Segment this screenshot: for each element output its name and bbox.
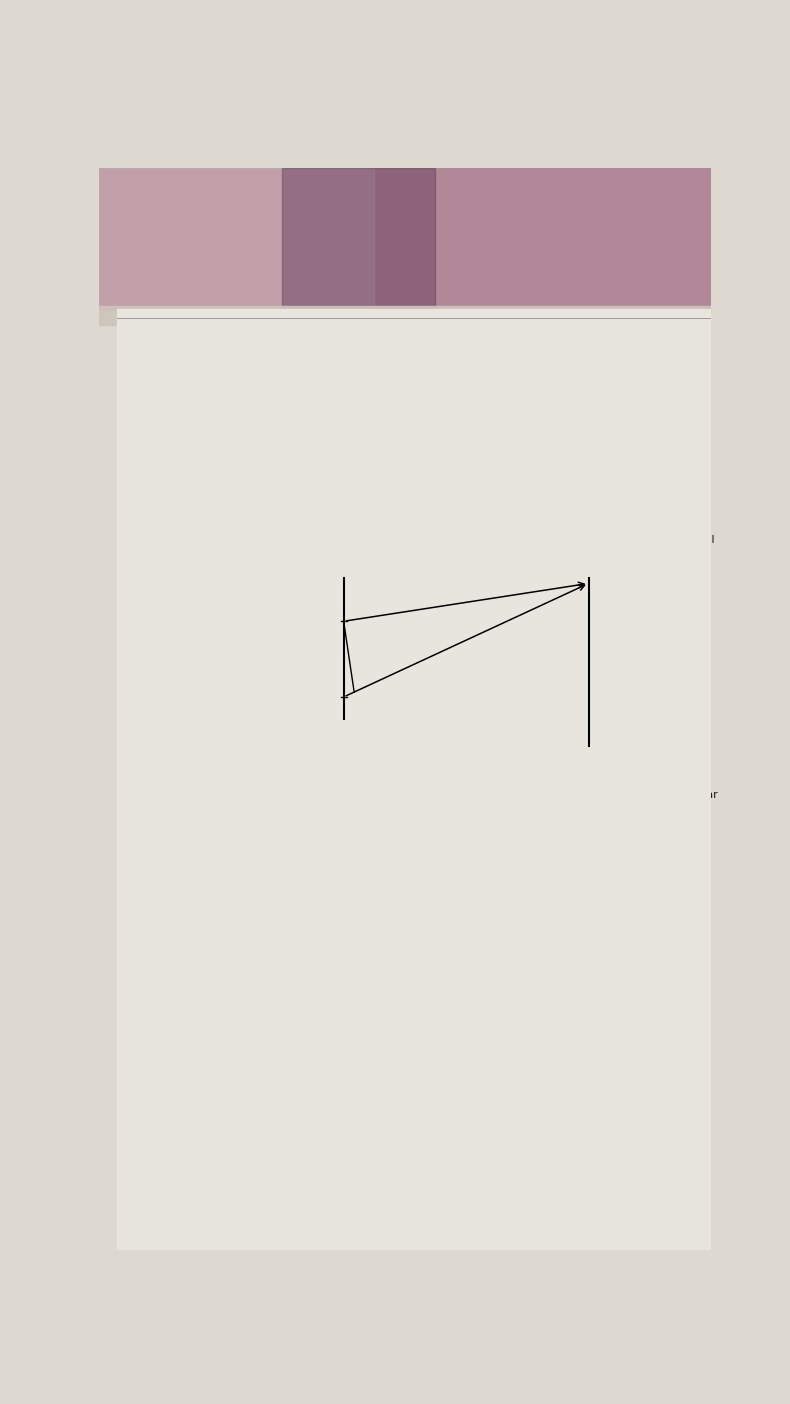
Text: Let S be a narrow slit illuminated by a monochromatic light source, and S₁ and S: Let S be a narrow slit illuminated by a … (141, 535, 714, 545)
Text: Let a₁ and a₂ be the amplitudes at P due to the waves from S₁ and S₂, respective: Let a₁ and a₂ be the amplitudes at P due… (141, 879, 706, 889)
Text: $= a_1 \sin \omega t + a_2 (\sin \omega t \cos \delta + \cos \omega t \sin \delt: $= a_1 \sin \omega t + a_2 (\sin \omega … (270, 1233, 536, 1250)
Text: $y_1 = a_1 \sin \omega t$: $y_1 = a_1 \sin \omega t$ (319, 1053, 404, 1070)
Text: $y = y_1 + y_2$: $y = y_1 + y_2$ (319, 1165, 389, 1179)
Text: WAVES: WAVES (182, 510, 231, 522)
Text: The individual displacements at P will then be represented by: The individual displacements at P will t… (141, 1029, 493, 1039)
Text: 2.4  RESULTANT INTENSITY DUE TO SUPERPOSITION OF TWO INTERFERING: 2.4 RESULTANT INTENSITY DUE TO SUPERPOSI… (141, 486, 675, 500)
Text: S₂: S₂ (348, 715, 359, 724)
Text: Young's experiment demonstrates both the diffraction of light waves at the slits: Young's experiment demonstrates both the… (141, 438, 706, 448)
Text: hyperbola. The intersections of these lines on the screen give the positions of : hyperbola. The intersections of these li… (141, 399, 696, 409)
Text: $= a_1 \sin \omega t + a_2 \sin (\omega t + \delta)$: $= a_1 \sin \omega t + a_2 \sin (\omega … (270, 1199, 440, 1214)
Text: where ω/2π is the common frequency of the two waves.: where ω/2π is the common frequency of th… (141, 1120, 448, 1130)
Text: $y_2 = a_2 \sin (\omega t + \delta)$: $y_2 = a_2 \sin (\omega t + \delta)$ (319, 1087, 435, 1104)
Text: where λ is the wavelength of light used.: where λ is the wavelength of light used. (141, 1009, 360, 1019)
Text: slits very close together and equidistant from S (Fig. 2.2).: slits very close together and equidistan… (141, 555, 456, 566)
Text: $= \dfrac{2\pi}{\lambda} \times (S_2P - S_1P) = \dfrac{2\pi}{\lambda} \times S_2: $= \dfrac{2\pi}{\lambda} \times (S_2P - … (258, 967, 459, 994)
Bar (99, 306, 711, 326)
Text: which occur alternately at equal distances.: which occur alternately at equal distanc… (141, 418, 376, 428)
Text: Due to the principle of superposition, the resultant displacement: Due to the principle of superposition, t… (141, 1141, 510, 1151)
Bar (99, 168, 711, 309)
Text: Let the waves from S reach at S₁ and S₂ in the same phase such that the waves pr: Let the waves from S reach at S₁ and S₂ … (141, 790, 717, 800)
Bar (99, 168, 374, 309)
Bar (282, 168, 435, 309)
Text: Interference   ●   141: Interference ● 141 (558, 322, 693, 336)
Text: S₂.: S₂. (141, 830, 156, 840)
Text: 2.4.1  Analysis: 2.4.1 Analysis (141, 856, 243, 869)
Text: P: P (592, 580, 600, 592)
Text: . However, actually these lines are: . However, actually these lines are (337, 378, 526, 389)
Text: $\delta = \dfrac{2\pi}{\lambda} \times \mathrm{path\ difference}$: $\delta = \dfrac{2\pi}{\lambda} \times \… (295, 925, 456, 952)
Text: S₁: S₁ (348, 615, 359, 625)
Text: M: M (359, 703, 368, 713)
Bar (117, 309, 711, 1250)
Text: between the light waves emerging from the slits.: between the light waves emerging from th… (141, 458, 410, 468)
Text: loci of the points of minimum intensity and are called: loci of the points of minimum intensity … (141, 378, 437, 389)
Text: P will have different paths S₁P and S₂P. Hence, they will superimpose with a pha: P will have different paths S₁P and S₂P.… (141, 899, 709, 908)
Text: . The broken lines are the: . The broken lines are the (376, 358, 516, 368)
Text: In Fig. 2.1, the solid arcs indicate the crests while the dotted arcs indicate t: In Fig. 2.1, the solid arcs indicate the… (141, 338, 710, 348)
Text: are the loci of the points of maximum intensity and are called: are the loci of the points of maximum in… (141, 358, 483, 368)
Text: Fig. 2.2   Superposition of two waves: Fig. 2.2 Superposition of two waves (275, 762, 535, 775)
Text: S: S (307, 654, 314, 667)
Text: anti-nodal lines: anti-nodal lines (329, 358, 412, 368)
Text: nodal lines: nodal lines (305, 378, 363, 389)
Text: from S₁ and S₂. We have to find out the resultant intensity at P on a screen pla: from S₁ and S₂. We have to find out the … (141, 810, 687, 820)
